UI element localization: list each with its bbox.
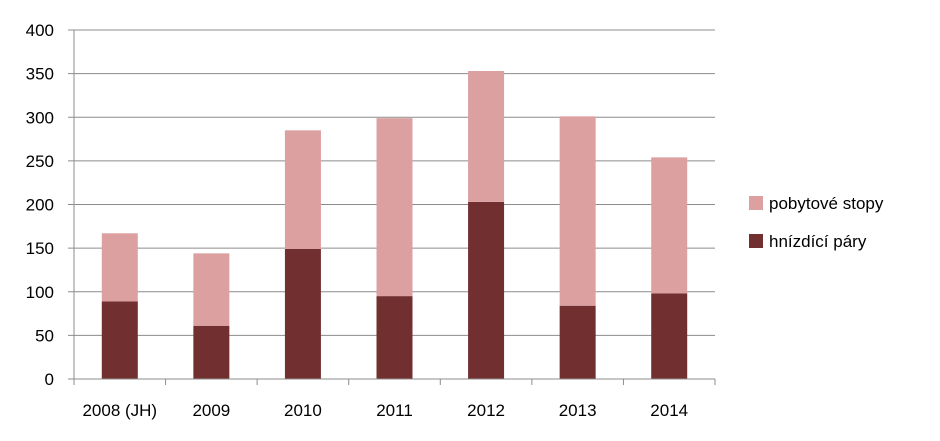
legend-swatch bbox=[749, 196, 763, 210]
y-tick-label: 150 bbox=[26, 239, 54, 258]
y-tick-label: 250 bbox=[26, 152, 54, 171]
y-tick-label: 300 bbox=[26, 108, 54, 127]
y-tick-label: 350 bbox=[26, 65, 54, 84]
x-tick-label: 2014 bbox=[650, 401, 688, 420]
bar-hnizdici-pary-4 bbox=[468, 201, 505, 379]
legend-label: pobytové stopy bbox=[769, 194, 884, 213]
bar-pobytove-stopy-5 bbox=[559, 116, 596, 306]
bar-pobytove-stopy-2 bbox=[284, 130, 321, 249]
bar-hnizdici-pary-0 bbox=[101, 301, 138, 379]
bar-pobytove-stopy-4 bbox=[468, 71, 505, 202]
bar-hnizdici-pary-6 bbox=[651, 293, 688, 379]
y-tick-label: 400 bbox=[26, 21, 54, 40]
axes bbox=[73, 30, 716, 385]
x-tick-label: 2013 bbox=[559, 401, 597, 420]
y-axis-tick-labels: 0 50 100 150 200 250 300 350 400 bbox=[26, 21, 54, 389]
y-tick-label: 200 bbox=[26, 196, 54, 215]
legend-swatch bbox=[749, 234, 763, 248]
bar-pobytove-stopy-6 bbox=[651, 157, 688, 294]
bar-pobytove-stopy-1 bbox=[193, 253, 230, 326]
x-axis-tick-labels: 2008 (JH) 2009 2010 2011 2012 2013 2014 bbox=[82, 401, 688, 420]
x-tick-label: 2012 bbox=[467, 401, 505, 420]
legend-label: hnízdící páry bbox=[769, 232, 867, 251]
x-tick-label: 2008 (JH) bbox=[82, 401, 157, 420]
x-tick-label: 2010 bbox=[284, 401, 322, 420]
y-tick-label: 100 bbox=[26, 283, 54, 302]
x-tick-label: 2011 bbox=[376, 401, 413, 420]
y-tick-label: 50 bbox=[35, 326, 54, 345]
legend: pobytové stopy hnízdící páry bbox=[749, 194, 884, 251]
bar-hnizdici-pary-1 bbox=[193, 325, 230, 379]
bar-hnizdici-pary-2 bbox=[284, 248, 321, 379]
bar-hnizdici-pary-3 bbox=[376, 296, 413, 379]
y-tick-label: 0 bbox=[45, 370, 54, 389]
bar-hnizdici-pary-5 bbox=[559, 305, 596, 379]
bar-pobytove-stopy-0 bbox=[101, 233, 138, 302]
bar-pobytove-stopy-3 bbox=[376, 118, 413, 297]
bars bbox=[101, 71, 688, 379]
x-tick-label: 2009 bbox=[192, 401, 230, 420]
